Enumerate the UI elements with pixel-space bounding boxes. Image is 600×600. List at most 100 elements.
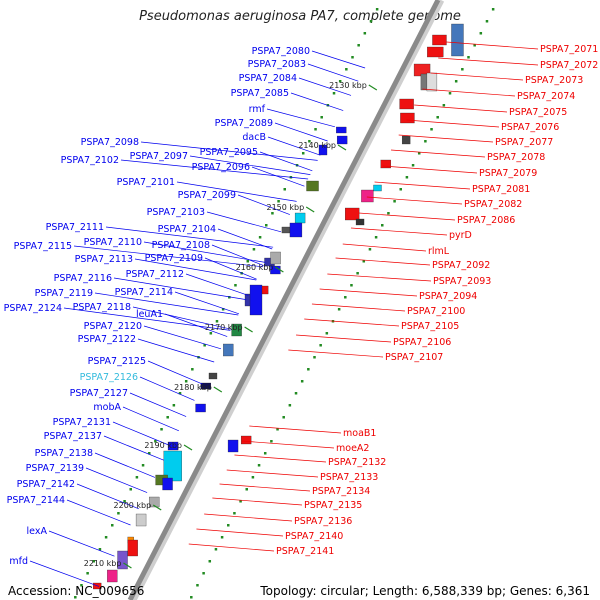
gene-label-line bbox=[85, 467, 148, 493]
gene-label-forward: PSPA7_2119 bbox=[35, 288, 93, 299]
gene-label-reverse: PSPA7_2105 bbox=[401, 321, 459, 332]
gene-label-forward: PSPA7_2108 bbox=[152, 240, 210, 251]
gene-label-line bbox=[327, 273, 432, 282]
gene-feature-block bbox=[336, 135, 348, 145]
gene-label-reverse: PSPA7_2141 bbox=[276, 546, 334, 557]
scale-tick-label: 2160 kbp bbox=[236, 263, 274, 272]
tick-dot bbox=[300, 380, 304, 383]
tick-dot bbox=[350, 284, 353, 287]
gene-label-forward: PSPA7_2080 bbox=[252, 46, 310, 57]
scale-tick-mark bbox=[213, 386, 223, 393]
gene-label-line bbox=[307, 63, 359, 82]
gene-label-line bbox=[311, 303, 406, 312]
gene-label-reverse: PSPA7_2086 bbox=[457, 215, 515, 226]
gene-feature-block bbox=[400, 112, 415, 124]
gene-label-line bbox=[105, 226, 274, 248]
gene-label-forward: PSPA7_2131 bbox=[53, 417, 111, 428]
scale-tick-mark bbox=[183, 444, 193, 451]
gene-label-forward: mobA bbox=[93, 402, 121, 413]
gene-label-forward: PSPA7_2083 bbox=[248, 59, 306, 70]
gene-label-reverse: PSPA7_2076 bbox=[501, 122, 559, 133]
tick-dot bbox=[282, 416, 285, 419]
tick-dot bbox=[111, 524, 114, 527]
gene-label-forward: PSPA7_2099 bbox=[178, 190, 236, 201]
gene-feature-block bbox=[162, 477, 173, 491]
gene-label-line bbox=[143, 325, 222, 350]
gene-label-reverse: PSPA7_2071 bbox=[540, 44, 598, 55]
tick-dot bbox=[184, 380, 188, 383]
backbone-shadow bbox=[129, 0, 445, 600]
gene-label-forward: PSPA7_2122 bbox=[78, 334, 136, 345]
tick-dot bbox=[178, 392, 182, 395]
tick-dot bbox=[160, 428, 163, 431]
tick-dot bbox=[399, 188, 402, 191]
tick-dot bbox=[245, 488, 248, 491]
tick-dot bbox=[319, 344, 322, 347]
gene-label-forward: PSPA7_2098 bbox=[81, 137, 139, 148]
gene-feature-block bbox=[200, 382, 212, 390]
gene-label-reverse: PSPA7_2092 bbox=[432, 260, 490, 271]
gene-label-reverse: PSPA7_2078 bbox=[487, 152, 545, 163]
gene-feature-block bbox=[240, 435, 252, 445]
tick-dot bbox=[338, 80, 342, 83]
gene-label-forward: PSPA7_2089 bbox=[215, 118, 273, 129]
tick-dot bbox=[283, 188, 286, 191]
tick-dot bbox=[351, 56, 354, 59]
gene-label-reverse: moaB1 bbox=[343, 428, 376, 439]
gene-label-reverse: rlmL bbox=[428, 246, 450, 257]
tick-dot bbox=[375, 8, 379, 11]
gene-label-reverse: PSPA7_2135 bbox=[304, 500, 362, 511]
gene-label-line bbox=[342, 243, 427, 252]
genome-summary-text: Topology: circular; Length: 6,588,339 bp… bbox=[260, 584, 590, 598]
gene-feature-block bbox=[167, 441, 179, 451]
tick-dot bbox=[129, 488, 132, 491]
tick-dot bbox=[332, 92, 336, 95]
tick-dot bbox=[345, 68, 348, 71]
gene-label-line bbox=[112, 421, 172, 447]
gene-label-line bbox=[196, 528, 284, 537]
tick-dot bbox=[190, 596, 193, 599]
tick-dot bbox=[294, 392, 298, 395]
tick-dot bbox=[320, 116, 323, 119]
gene-label-forward: PSPA7_2137 bbox=[44, 431, 102, 442]
gene-label-line bbox=[76, 483, 139, 510]
gene-label-forward: lexA bbox=[27, 526, 48, 537]
scale-tick-mark bbox=[244, 326, 253, 333]
gene-label-reverse: PSPA7_2082 bbox=[464, 199, 522, 210]
gene-label-line bbox=[311, 50, 366, 69]
tick-dot bbox=[265, 224, 268, 227]
gene-label-line bbox=[422, 88, 516, 97]
tick-dot bbox=[307, 368, 310, 371]
gene-feature-block bbox=[380, 159, 391, 169]
gene-label-line bbox=[122, 406, 179, 432]
tick-dot bbox=[215, 320, 219, 323]
gene-label-line bbox=[73, 245, 264, 268]
gene-label-line bbox=[139, 376, 195, 401]
gene-label-line bbox=[446, 41, 539, 50]
gene-label-forward: PSPA7_2109 bbox=[145, 253, 203, 264]
tick-dot bbox=[252, 248, 256, 251]
gene-label-line bbox=[304, 318, 400, 327]
gene-label-reverse: PSPA7_2081 bbox=[472, 184, 530, 195]
gene-label-forward: PSPA7_2103 bbox=[147, 207, 205, 218]
gene-label-line bbox=[185, 273, 249, 296]
gene-label-line bbox=[63, 307, 231, 331]
tick-dot bbox=[363, 32, 367, 35]
scale-tick-label: 2210 kbp bbox=[84, 559, 122, 568]
gene-label-reverse: PSPA7_2075 bbox=[509, 107, 567, 118]
gene-label-reverse: PSPA7_2106 bbox=[393, 337, 451, 348]
gene-feature-block bbox=[401, 135, 411, 145]
gene-feature-block bbox=[135, 513, 147, 527]
gene-label-line bbox=[134, 258, 257, 281]
gene-label-line bbox=[226, 469, 319, 478]
scale-ticks-layer: 2130 kbp 2140 kbp 2150 kbp 2160 kbp 2170 kbp… bbox=[84, 81, 378, 569]
scale-tick-label: 2170 kbp bbox=[205, 323, 243, 332]
gene-label-forward: PSPA7_2096 bbox=[192, 162, 250, 173]
gene-label-line bbox=[176, 181, 297, 202]
gene-label-line bbox=[94, 292, 239, 316]
tick-dot bbox=[221, 308, 225, 311]
gene-label-forward: PSPA7_2118 bbox=[73, 302, 131, 313]
gene-feature-block bbox=[107, 569, 118, 583]
tick-dot bbox=[196, 584, 199, 587]
